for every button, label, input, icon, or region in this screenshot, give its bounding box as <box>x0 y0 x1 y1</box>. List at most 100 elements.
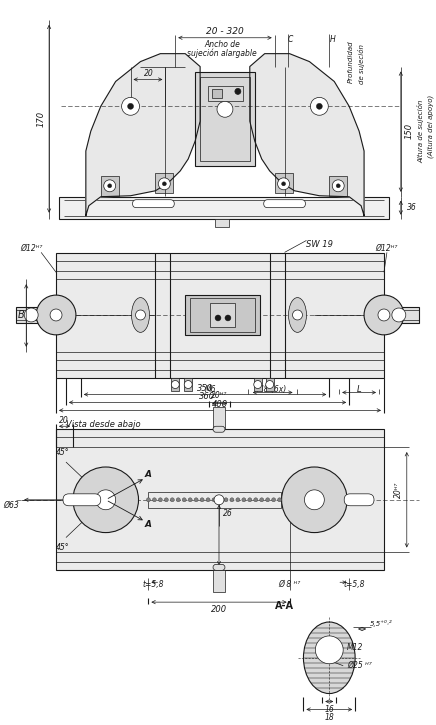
Ellipse shape <box>132 297 150 332</box>
Bar <box>184 378 192 392</box>
Bar <box>195 72 255 166</box>
Circle shape <box>224 498 228 502</box>
Text: SW 19: SW 19 <box>306 240 333 249</box>
Circle shape <box>214 495 224 505</box>
Bar <box>254 378 262 392</box>
Circle shape <box>282 467 347 533</box>
Circle shape <box>182 498 186 502</box>
Circle shape <box>171 381 179 389</box>
Circle shape <box>36 295 76 335</box>
Circle shape <box>364 295 404 335</box>
Text: 5,5⁺⁰˒²: 5,5⁺⁰˒² <box>370 621 392 628</box>
Bar <box>212 89 222 99</box>
Ellipse shape <box>303 622 355 694</box>
Circle shape <box>176 498 180 502</box>
Circle shape <box>218 498 222 502</box>
Circle shape <box>304 490 324 510</box>
Text: 45°: 45° <box>56 543 70 552</box>
Circle shape <box>164 498 168 502</box>
Text: Ø12ᴴ⁷: Ø12ᴴ⁷ <box>376 244 398 253</box>
Circle shape <box>158 498 162 502</box>
Circle shape <box>153 498 157 502</box>
Circle shape <box>206 498 210 502</box>
Text: 20: 20 <box>143 69 153 78</box>
Circle shape <box>260 498 264 502</box>
Bar <box>171 378 179 392</box>
Polygon shape <box>86 54 200 215</box>
Text: A-A: A-A <box>275 601 294 611</box>
Circle shape <box>136 310 146 320</box>
Circle shape <box>50 309 62 321</box>
Circle shape <box>230 498 234 502</box>
Circle shape <box>128 104 133 109</box>
Circle shape <box>24 308 38 322</box>
Ellipse shape <box>289 297 307 332</box>
Circle shape <box>122 97 140 115</box>
Circle shape <box>170 498 174 502</box>
Circle shape <box>225 315 231 321</box>
Text: 26: 26 <box>223 509 233 518</box>
Text: Ø12ᴴ⁷: Ø12ᴴ⁷ <box>20 244 42 253</box>
Bar <box>384 307 419 323</box>
Text: M12: M12 <box>347 643 364 652</box>
Circle shape <box>146 498 150 502</box>
Text: A: A <box>145 471 152 479</box>
FancyBboxPatch shape <box>344 494 374 506</box>
Text: Profundidad: Profundidad <box>348 41 354 83</box>
Circle shape <box>254 498 258 502</box>
Bar <box>56 429 384 571</box>
Bar <box>56 253 384 378</box>
Circle shape <box>96 490 116 510</box>
Bar <box>213 407 225 429</box>
Bar <box>16 307 56 323</box>
Circle shape <box>332 180 344 192</box>
Text: Ø63: Ø63 <box>3 501 19 510</box>
Circle shape <box>235 88 241 94</box>
Text: 45°: 45° <box>56 447 70 457</box>
Text: M6: M6 <box>204 385 216 394</box>
Text: t=5,8: t=5,8 <box>344 580 365 589</box>
Text: Ø 8 ᴴ⁷: Ø 8 ᴴ⁷ <box>279 580 301 589</box>
Circle shape <box>392 308 406 322</box>
Text: t=5,8: t=5,8 <box>143 580 164 589</box>
Circle shape <box>162 182 166 186</box>
Circle shape <box>212 498 216 502</box>
Circle shape <box>188 498 192 502</box>
Bar <box>185 295 260 335</box>
Circle shape <box>215 315 221 321</box>
Text: C: C <box>288 36 293 44</box>
Text: de sujeción: de sujeción <box>358 44 364 83</box>
Circle shape <box>158 178 170 190</box>
Circle shape <box>104 180 116 192</box>
Circle shape <box>200 498 204 502</box>
Circle shape <box>272 498 276 502</box>
Bar <box>275 173 293 193</box>
Text: 16: 16 <box>324 705 334 714</box>
Text: sujeción alargable: sujeción alargable <box>187 49 257 59</box>
Circle shape <box>254 381 262 389</box>
Bar <box>200 77 250 161</box>
Text: 200: 200 <box>211 605 227 613</box>
Text: (Altura del apoyo): (Altura del apoyo) <box>427 94 434 158</box>
Text: Ø25 ᴴ⁷: Ø25 ᴴ⁷ <box>347 661 372 670</box>
Bar <box>329 176 347 196</box>
Text: 360: 360 <box>199 392 215 401</box>
Text: 20: 20 <box>59 416 69 425</box>
Text: 20ᴴ⁷: 20ᴴ⁷ <box>211 391 227 400</box>
Circle shape <box>378 309 390 321</box>
Bar <box>190 298 255 332</box>
Circle shape <box>108 184 112 188</box>
Circle shape <box>266 381 274 389</box>
Circle shape <box>217 102 233 117</box>
Circle shape <box>278 498 282 502</box>
Polygon shape <box>250 54 364 215</box>
Bar <box>215 219 229 226</box>
Text: A: A <box>145 520 152 529</box>
Circle shape <box>336 184 340 188</box>
FancyBboxPatch shape <box>63 494 101 506</box>
Text: Ancho de: Ancho de <box>204 40 240 49</box>
Text: 20ᴴ⁷: 20ᴴ⁷ <box>394 481 403 498</box>
Bar <box>148 492 281 507</box>
FancyBboxPatch shape <box>213 564 225 571</box>
Circle shape <box>184 381 192 389</box>
